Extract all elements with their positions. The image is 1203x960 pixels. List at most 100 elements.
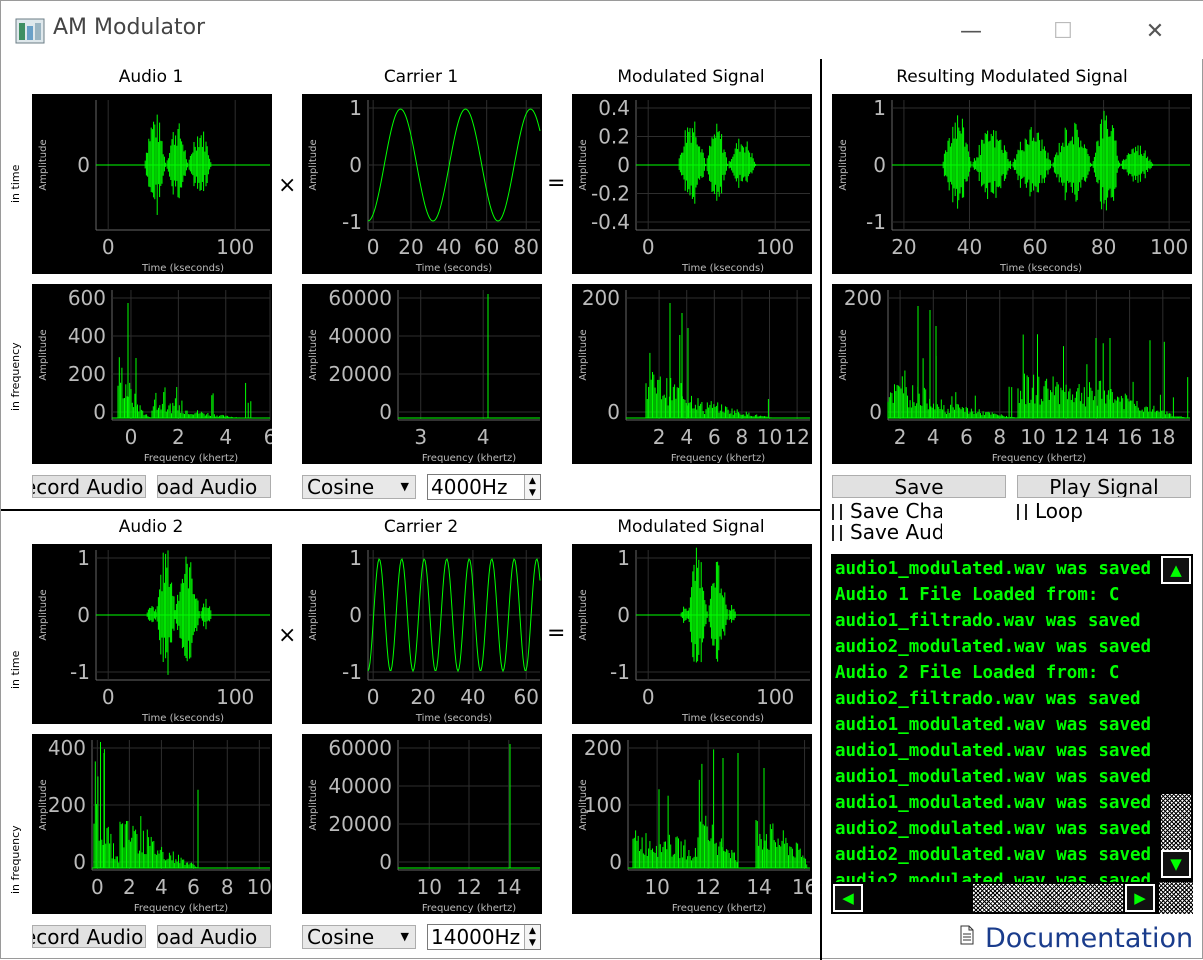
x-tick-label: 12 bbox=[695, 875, 720, 899]
x-tick-label: 40 bbox=[460, 685, 485, 709]
title-bar[interactable]: AM Modulator — ☐ ✕ bbox=[1, 1, 1203, 59]
save-audio-checkbox[interactable]: Save Audio bbox=[832, 521, 942, 543]
carrier1-frequency-spinbox[interactable]: 4000Hz ▲ ▼ bbox=[427, 474, 541, 500]
x-tick-label: 3 bbox=[414, 425, 427, 449]
plot-canvas: 1 0 -1 0 100 Time (kseconds) Amplitude bbox=[578, 546, 810, 724]
x-tick-label: 10 bbox=[1020, 425, 1045, 449]
x-tick-label: 60 bbox=[1022, 235, 1047, 259]
x-tick-label: 80 bbox=[514, 235, 539, 259]
y-tick-label: -1 bbox=[70, 660, 90, 684]
log-console[interactable]: audio1_modulated.wav was saved Audio 1 Fi… bbox=[831, 554, 1193, 914]
documentation-link[interactable]: Documentation bbox=[985, 923, 1194, 954]
carrier2-frequency-spinbox[interactable]: 14000Hz ▲ ▼ bbox=[427, 924, 541, 950]
carrier2-type-select[interactable]: Cosine ▼ bbox=[302, 925, 416, 949]
y-tick-label: 1 bbox=[617, 546, 630, 570]
play-signal-button[interactable]: Play Signal bbox=[1017, 475, 1191, 498]
log-line: Audio 2 File Loaded from: C bbox=[835, 663, 1120, 683]
y-tick-label: 0 bbox=[93, 400, 106, 424]
y-axis-label: Amplitude bbox=[578, 779, 589, 830]
x-tick-label: 20 bbox=[398, 235, 423, 259]
carrier1-type-select[interactable]: Cosine ▼ bbox=[302, 475, 416, 499]
x-tick-label: 12 bbox=[784, 425, 809, 449]
y-tick-label: 100 bbox=[584, 793, 622, 817]
close-button[interactable]: ✕ bbox=[1145, 18, 1165, 44]
record-audio2-button[interactable]: Record Audio bbox=[32, 925, 146, 948]
x-tick-label: 100 bbox=[1150, 235, 1188, 259]
scroll-up-icon[interactable]: ▲ bbox=[1161, 556, 1191, 584]
carrier1-title: Carrier 1 bbox=[383, 67, 459, 87]
x-axis-label: Frequency (khertz) bbox=[422, 903, 516, 914]
y-tick-label: 200 bbox=[582, 286, 620, 310]
x-tick-label: 0 bbox=[642, 685, 655, 709]
plot-canvas: 1 0 -1 0 100 Time (kseconds) Amplitude bbox=[38, 546, 270, 724]
app-icon bbox=[15, 18, 45, 44]
horizontal-scrollbar[interactable]: ◀ ▶ bbox=[831, 882, 1159, 914]
plot-canvas: 600 400 200 00 2 4 6 Frequency (khertz) Amplitud… bbox=[38, 286, 272, 464]
signal-trace bbox=[636, 121, 810, 204]
plot-canvas: 0.4 0.2 0 -0.2 -0.4 0 100 Time (kseconds) Amplit… bbox=[578, 96, 810, 274]
x-tick-label: 8 bbox=[736, 425, 749, 449]
y-tick-label: -1 bbox=[342, 210, 362, 234]
x-tick-label: 12 bbox=[456, 875, 481, 899]
row-label-time-2: in time bbox=[9, 650, 22, 689]
y-tick-label: 40000 bbox=[328, 324, 392, 348]
maximize-button[interactable]: ☐ bbox=[1053, 18, 1073, 44]
y-tick-label: 1 bbox=[873, 96, 886, 120]
signal-trace bbox=[887, 306, 1190, 419]
load-audio1-button[interactable]: Load Audio bbox=[157, 475, 271, 498]
y-axis-label: Amplitude bbox=[308, 589, 319, 640]
save-channels-checkbox[interactable]: Save Channels bbox=[832, 500, 942, 522]
y-tick-label: -1 bbox=[610, 660, 630, 684]
plot-canvas: 0 0 100 Time (kseconds) Amplitude bbox=[38, 100, 270, 274]
carrier1-frequency-plot: 60000 40000 20000 0 3 4 Frequency (khertz) Ampl… bbox=[302, 284, 542, 464]
x-tick-label: 60 bbox=[514, 685, 539, 709]
scroll-track[interactable] bbox=[1161, 794, 1191, 850]
equals-operator-2: = bbox=[547, 621, 566, 646]
multiply-operator: × bbox=[278, 173, 297, 198]
x-tick-label: 20 bbox=[891, 235, 916, 259]
y-tick-label: 60000 bbox=[328, 736, 392, 760]
plot-canvas: 200 100 0 10 12 14 16 Frequency (khertz) Amplitu… bbox=[578, 736, 812, 914]
x-tick-label: 4 bbox=[219, 425, 232, 449]
x-tick-label: 10 bbox=[757, 425, 782, 449]
log-line: audio2_modulated.wav was saved bbox=[835, 845, 1152, 865]
x-tick-label: 60 bbox=[474, 235, 499, 259]
y-axis-label: Amplitude bbox=[308, 779, 319, 830]
log-line: audio1_filtrado.wav was saved bbox=[835, 611, 1141, 631]
loop-label: Loop bbox=[1035, 500, 1083, 522]
y-tick-label: 200 bbox=[68, 362, 106, 386]
x-tick-label: 12 bbox=[1053, 425, 1078, 449]
carrier1-time-plot: 1 0 -1 0 20 40 60 80 Time (seconds) Amplitude bbox=[302, 94, 542, 274]
minimize-button[interactable]: — bbox=[960, 18, 982, 44]
spin-arrows-icon[interactable]: ▲ ▼ bbox=[524, 475, 540, 499]
x-tick-label: 6 bbox=[960, 425, 973, 449]
x-axis-label: Time (seconds) bbox=[415, 263, 492, 274]
scroll-left-icon[interactable]: ◀ bbox=[833, 884, 863, 912]
scroll-right-icon[interactable]: ▶ bbox=[1125, 884, 1155, 912]
modulated2-time-plot: 1 0 -1 0 100 Time (kseconds) Amplitude bbox=[572, 544, 812, 724]
y-axis-label: Amplitude bbox=[838, 329, 849, 380]
record-audio1-button[interactable]: Record Audio bbox=[32, 475, 146, 498]
x-tick-label: 20 bbox=[410, 685, 435, 709]
save-button[interactable]: Save bbox=[832, 475, 1006, 498]
loop-checkbox[interactable]: Loop bbox=[1017, 500, 1127, 522]
vertical-scrollbar[interactable]: ▲ ▼ bbox=[1159, 554, 1193, 884]
modulated1-frequency-plot: 200 0 2 4 6 8 10 12 Frequency (khertz) Amplitude bbox=[572, 284, 812, 464]
scroll-down-icon[interactable]: ▼ bbox=[1161, 850, 1191, 878]
hscroll-track[interactable] bbox=[973, 884, 1123, 912]
y-tick-label: 0 bbox=[77, 603, 90, 627]
spin-arrows-icon[interactable]: ▲ ▼ bbox=[524, 925, 540, 949]
y-tick-label: 1 bbox=[77, 546, 90, 570]
x-tick-label: 4 bbox=[155, 875, 168, 899]
x-tick-label: 14 bbox=[1084, 425, 1109, 449]
horizontal-divider bbox=[1, 509, 821, 511]
y-axis-label: Amplitude bbox=[38, 139, 49, 190]
y-tick-label: 0 bbox=[617, 603, 630, 627]
x-tick-label: 2 bbox=[894, 425, 907, 449]
chevron-down-icon: ▼ bbox=[400, 480, 409, 493]
y-axis-label: Amplitude bbox=[578, 139, 589, 190]
load-audio2-button[interactable]: Load Audio bbox=[157, 925, 271, 948]
x-axis-label: Time (kseconds) bbox=[141, 713, 224, 724]
x-tick-label: 6 bbox=[264, 425, 272, 449]
